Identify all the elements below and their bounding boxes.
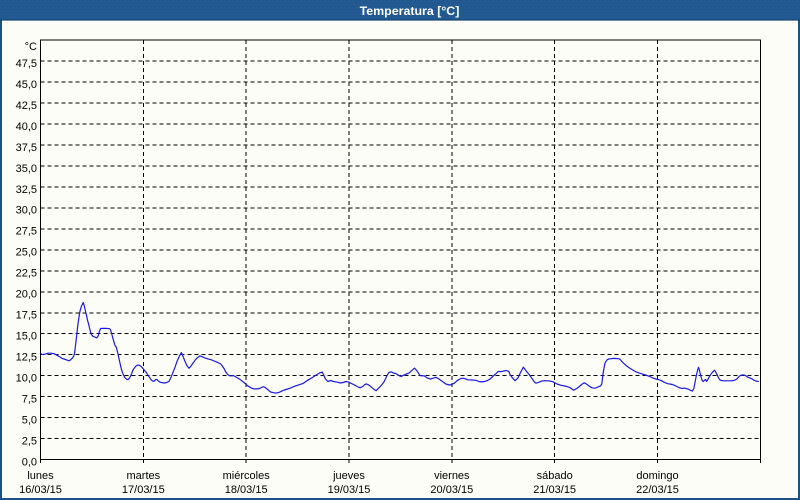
svg-text:27,5: 27,5 [16, 226, 37, 238]
svg-text:miércoles: miércoles [223, 470, 271, 482]
svg-text:30,0: 30,0 [16, 205, 37, 217]
svg-text:37,5: 37,5 [16, 142, 37, 154]
svg-text:18/03/15: 18/03/15 [225, 484, 268, 496]
svg-text:7,5: 7,5 [22, 393, 37, 405]
svg-text:32,5: 32,5 [16, 184, 37, 196]
svg-text:45,0: 45,0 [16, 79, 37, 91]
svg-text:12,5: 12,5 [16, 352, 37, 364]
svg-text:jueves: jueves [332, 470, 365, 482]
svg-text:22,5: 22,5 [16, 268, 37, 280]
svg-text:22/03/15: 22/03/15 [636, 484, 679, 496]
svg-text:40,0: 40,0 [16, 121, 37, 133]
svg-text:17/03/15: 17/03/15 [122, 484, 165, 496]
svg-text:19/03/15: 19/03/15 [328, 484, 371, 496]
svg-text:viernes: viernes [434, 470, 470, 482]
svg-text:15,0: 15,0 [16, 331, 37, 343]
svg-text:Temperatura [°C]: Temperatura [°C] [360, 4, 460, 18]
svg-text:20/03/15: 20/03/15 [430, 484, 473, 496]
svg-text:47,5: 47,5 [16, 58, 37, 70]
svg-text:°C: °C [25, 41, 37, 53]
svg-text:35,0: 35,0 [16, 163, 37, 175]
svg-text:20,0: 20,0 [16, 289, 37, 301]
svg-text:martes: martes [127, 470, 161, 482]
svg-text:16/03/15: 16/03/15 [19, 484, 62, 496]
svg-text:lunes: lunes [27, 470, 54, 482]
svg-text:25,0: 25,0 [16, 247, 37, 259]
svg-text:42,5: 42,5 [16, 100, 37, 112]
svg-text:domingo: domingo [636, 470, 678, 482]
svg-text:10,0: 10,0 [16, 372, 37, 384]
svg-text:0,0: 0,0 [22, 456, 37, 468]
svg-text:2,5: 2,5 [22, 435, 37, 447]
svg-text:17,5: 17,5 [16, 310, 37, 322]
svg-text:21/03/15: 21/03/15 [533, 484, 576, 496]
svg-text:sábado: sábado [537, 470, 573, 482]
svg-text:5,0: 5,0 [22, 414, 37, 426]
